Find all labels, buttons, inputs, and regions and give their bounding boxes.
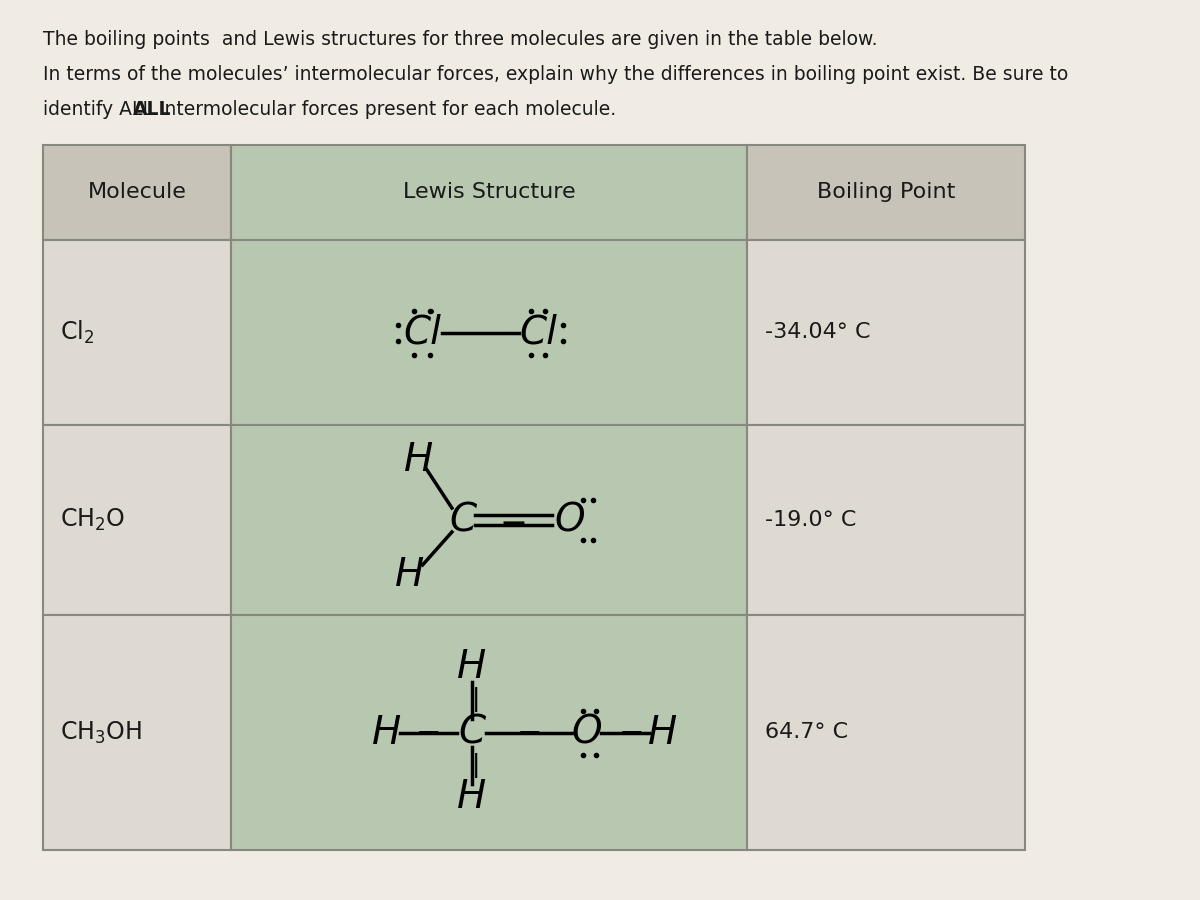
Text: The boiling points  and Lewis structures for three molecules are given in the ta: The boiling points and Lewis structures … <box>43 30 877 49</box>
Text: H: H <box>648 714 677 752</box>
Bar <box>43 145 232 240</box>
Text: H: H <box>457 778 486 816</box>
Bar <box>232 240 748 425</box>
Bar <box>748 615 1025 850</box>
Text: 64.7° C: 64.7° C <box>766 723 848 742</box>
Text: Molecule: Molecule <box>88 183 186 202</box>
Text: H: H <box>395 556 424 594</box>
Text: −: − <box>619 718 644 747</box>
Text: identify ALL Intermolecular forces present for each molecule.: identify ALL Intermolecular forces prese… <box>43 100 622 119</box>
Text: =: = <box>499 503 527 536</box>
Bar <box>43 615 232 850</box>
Bar <box>43 425 232 615</box>
Text: −: − <box>516 718 542 747</box>
Text: In terms of the molecules’ intermolecular forces, explain why the differences in: In terms of the molecules’ intermolecula… <box>43 65 1068 84</box>
Text: C: C <box>458 714 485 752</box>
Text: |: | <box>472 753 480 778</box>
Text: -34.04° C: -34.04° C <box>766 322 870 343</box>
Text: -19.0° C: -19.0° C <box>766 510 857 530</box>
Bar <box>748 240 1025 425</box>
Text: −: − <box>416 718 442 747</box>
Text: H: H <box>372 714 402 752</box>
Text: Boiling Point: Boiling Point <box>817 183 955 202</box>
Text: H: H <box>403 441 433 479</box>
Bar <box>232 145 748 240</box>
Text: Lewis Structure: Lewis Structure <box>403 183 576 202</box>
Bar <box>43 240 232 425</box>
Bar <box>748 425 1025 615</box>
Bar <box>232 615 748 850</box>
Text: O: O <box>572 714 602 752</box>
Text: CH$_2$O: CH$_2$O <box>60 507 126 533</box>
Text: CH$_3$OH: CH$_3$OH <box>60 719 143 745</box>
Text: H: H <box>457 649 486 687</box>
Text: C: C <box>449 501 476 539</box>
Text: |: | <box>472 687 480 712</box>
Bar <box>748 145 1025 240</box>
Text: Cl: Cl <box>520 313 557 352</box>
Text: ALL: ALL <box>133 100 172 119</box>
Text: O: O <box>554 501 584 539</box>
Text: Cl: Cl <box>403 313 442 352</box>
Text: Cl$_2$: Cl$_2$ <box>60 319 95 346</box>
Bar <box>232 425 748 615</box>
